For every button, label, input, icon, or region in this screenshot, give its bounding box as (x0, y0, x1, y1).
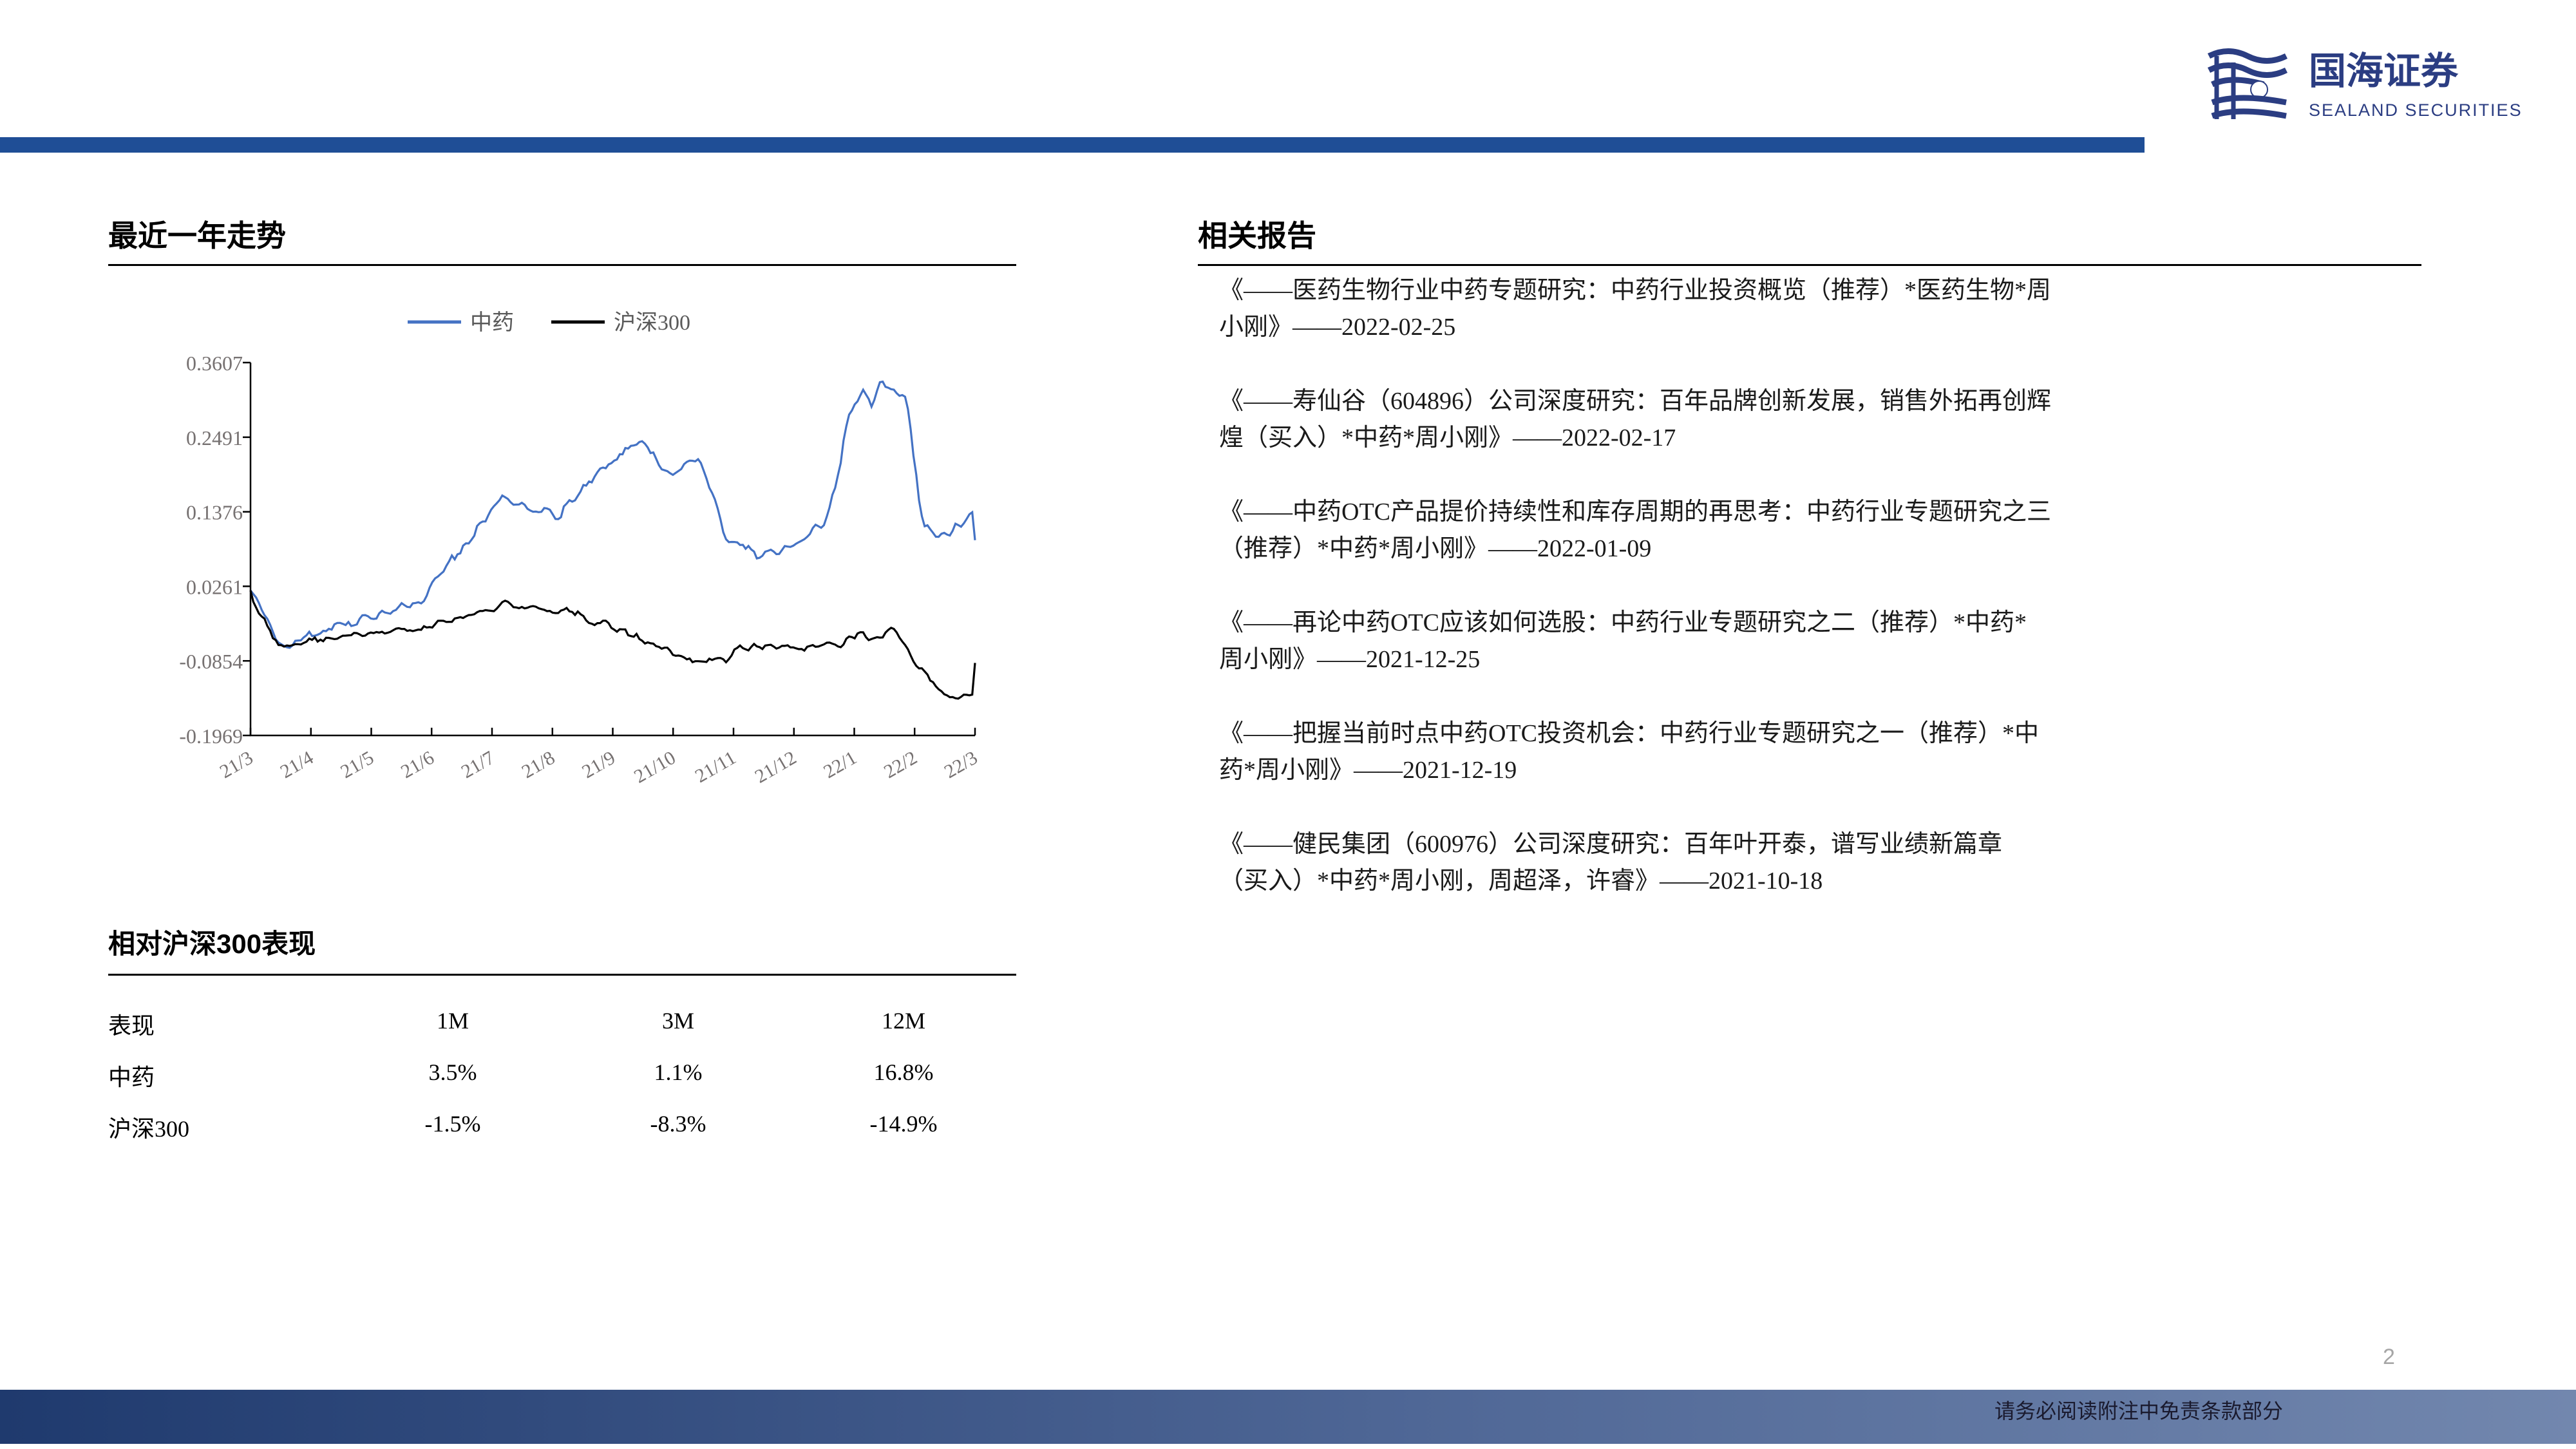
svg-text:21/3: 21/3 (216, 747, 257, 782)
svg-text:沪深300: 沪深300 (614, 310, 690, 335)
svg-text:中药: 中药 (470, 310, 514, 335)
svg-text:21/8: 21/8 (518, 747, 559, 782)
svg-text:21/12: 21/12 (752, 747, 800, 788)
svg-text:0.1376: 0.1376 (186, 501, 243, 524)
svg-text:22/2: 22/2 (880, 747, 921, 782)
svg-text:国海证券: 国海证券 (2309, 50, 2459, 92)
svg-text:0.0261: 0.0261 (186, 575, 243, 598)
svg-text:22/3: 22/3 (941, 747, 981, 782)
svg-text:21/7: 21/7 (458, 747, 498, 782)
svg-text:21/6: 21/6 (397, 747, 438, 782)
svg-text:21/5: 21/5 (337, 747, 377, 782)
svg-text:21/10: 21/10 (630, 747, 679, 788)
svg-text:SEALAND SECURITIES: SEALAND SECURITIES (2309, 100, 2523, 120)
svg-text:0.2491: 0.2491 (186, 426, 243, 450)
svg-text:21/11: 21/11 (692, 747, 740, 787)
svg-text:22/1: 22/1 (820, 747, 860, 782)
svg-text:-0.0854: -0.0854 (179, 650, 243, 673)
svg-text:-0.1969: -0.1969 (179, 724, 243, 748)
svg-text:21/9: 21/9 (578, 747, 619, 782)
svg-text:0.3607: 0.3607 (186, 352, 243, 375)
svg-text:21/4: 21/4 (277, 747, 317, 782)
